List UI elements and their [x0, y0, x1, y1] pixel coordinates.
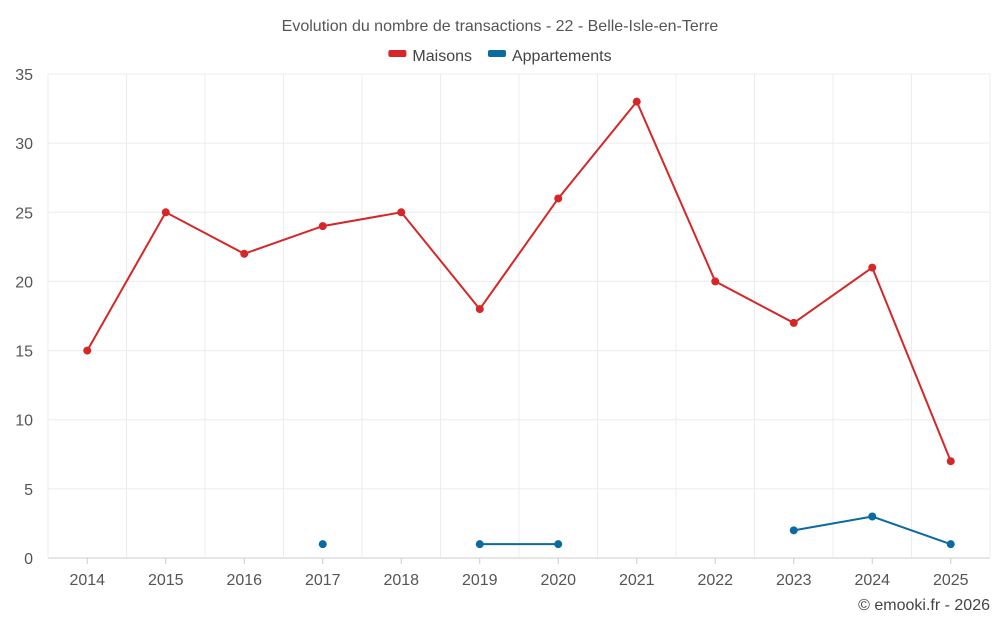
legend: Maisons Appartements — [388, 48, 612, 65]
series-appartements — [318, 512, 955, 549]
data-point[interactable] — [161, 208, 170, 217]
data-point[interactable] — [632, 97, 641, 106]
legend-swatch — [388, 50, 407, 57]
x-tick-label: 2016 — [226, 572, 262, 589]
y-axis: 0 5 10 15 20 25 30 35 — [15, 67, 33, 568]
data-point[interactable] — [397, 208, 406, 217]
legend-label: Appartements — [512, 48, 612, 65]
x-tick-label: 2019 — [462, 572, 498, 589]
data-point[interactable] — [554, 540, 563, 549]
credit: © emooki.fr - 2026 — [858, 597, 990, 614]
y-tick-label: 5 — [24, 482, 33, 499]
y-tick-label: 15 — [15, 344, 33, 361]
legend-item-maisons[interactable]: Maisons — [388, 48, 472, 65]
y-tick-label: 10 — [15, 413, 33, 430]
data-point[interactable] — [868, 512, 877, 521]
y-tick-label: 35 — [15, 67, 33, 84]
data-point[interactable] — [946, 457, 955, 466]
legend-swatch — [487, 50, 506, 57]
series-line — [793, 515, 952, 546]
series-layer — [83, 97, 955, 549]
data-point[interactable] — [83, 346, 92, 355]
data-point[interactable] — [475, 305, 484, 314]
legend-label: Maisons — [412, 48, 472, 65]
data-point[interactable] — [318, 540, 327, 549]
y-tick-label: 30 — [15, 136, 33, 153]
grid — [47, 73, 991, 559]
x-tick-label: 2022 — [697, 572, 733, 589]
x-axis: 2014 2015 2016 2017 2018 2019 2020 2021 2022 2023… — [69, 558, 969, 589]
x-tick-label: 2023 — [776, 572, 812, 589]
x-tick-label: 2015 — [148, 572, 184, 589]
data-point[interactable] — [475, 540, 484, 549]
data-point[interactable] — [318, 222, 327, 231]
data-point[interactable] — [240, 249, 249, 258]
x-tick-label: 2024 — [854, 572, 890, 589]
series-maisons — [83, 97, 955, 466]
x-tick-label: 2014 — [69, 572, 105, 589]
x-tick-label: 2025 — [933, 572, 969, 589]
x-tick-label: 2017 — [305, 572, 341, 589]
data-point[interactable] — [868, 263, 877, 272]
data-point[interactable] — [554, 194, 563, 203]
legend-item-appartements[interactable]: Appartements — [487, 48, 612, 65]
y-tick-label: 0 — [24, 551, 33, 568]
data-point[interactable] — [789, 526, 798, 535]
y-tick-label: 25 — [15, 205, 33, 222]
x-tick-label: 2020 — [540, 572, 576, 589]
x-tick-label: 2018 — [383, 572, 419, 589]
data-point[interactable] — [789, 318, 798, 327]
series-line — [86, 99, 952, 462]
chart-title: Evolution du nombre de transactions - 22… — [282, 18, 719, 35]
x-tick-label: 2021 — [619, 572, 655, 589]
data-point[interactable] — [711, 277, 720, 286]
data-point[interactable] — [946, 540, 955, 549]
y-tick-label: 20 — [15, 274, 33, 291]
